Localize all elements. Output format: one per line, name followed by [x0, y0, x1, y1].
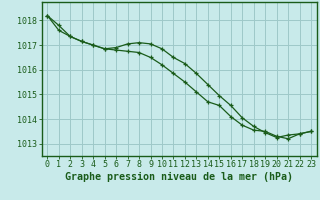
X-axis label: Graphe pression niveau de la mer (hPa): Graphe pression niveau de la mer (hPa): [65, 172, 293, 182]
